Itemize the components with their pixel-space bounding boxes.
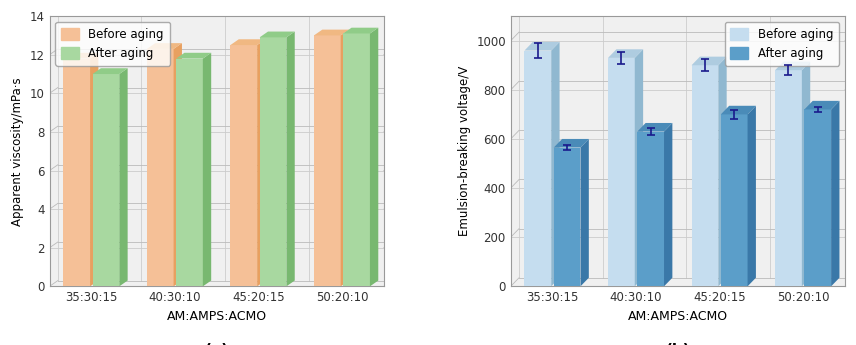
Polygon shape	[637, 123, 672, 131]
Polygon shape	[718, 57, 727, 286]
Polygon shape	[805, 101, 840, 109]
Polygon shape	[63, 59, 90, 286]
Polygon shape	[92, 68, 128, 74]
Polygon shape	[147, 49, 174, 286]
Polygon shape	[314, 30, 349, 36]
Polygon shape	[721, 106, 756, 115]
Polygon shape	[370, 28, 378, 286]
Polygon shape	[554, 139, 589, 148]
Polygon shape	[119, 68, 128, 286]
Polygon shape	[176, 59, 203, 286]
Polygon shape	[805, 109, 831, 286]
X-axis label: AM:AMPS:ACMO: AM:AMPS:ACMO	[167, 310, 267, 323]
Polygon shape	[635, 49, 643, 286]
Text: (b): (b)	[665, 343, 690, 345]
Polygon shape	[608, 58, 635, 286]
Text: (a): (a)	[205, 343, 229, 345]
Polygon shape	[259, 31, 294, 37]
Polygon shape	[90, 53, 98, 286]
Polygon shape	[554, 148, 580, 286]
Polygon shape	[664, 123, 672, 286]
Legend: Before aging, After aging: Before aging, After aging	[56, 22, 169, 66]
Polygon shape	[287, 31, 294, 286]
Polygon shape	[343, 33, 370, 286]
Polygon shape	[608, 49, 643, 58]
Legend: Before aging, After aging: Before aging, After aging	[724, 22, 839, 66]
Polygon shape	[580, 139, 589, 286]
Polygon shape	[525, 50, 551, 286]
Polygon shape	[776, 61, 811, 70]
Polygon shape	[637, 131, 664, 286]
X-axis label: AM:AMPS:ACMO: AM:AMPS:ACMO	[627, 310, 728, 323]
Y-axis label: Apparent viscosity/mPa·s: Apparent viscosity/mPa·s	[11, 77, 24, 226]
Polygon shape	[721, 115, 747, 286]
Polygon shape	[203, 53, 211, 286]
Polygon shape	[341, 30, 349, 286]
Polygon shape	[343, 28, 378, 33]
Polygon shape	[63, 53, 98, 59]
Polygon shape	[747, 106, 756, 286]
Polygon shape	[147, 43, 182, 49]
Y-axis label: Emulsion-breaking voltage/V: Emulsion-breaking voltage/V	[458, 66, 471, 236]
Polygon shape	[230, 45, 257, 286]
Polygon shape	[831, 101, 840, 286]
Polygon shape	[525, 42, 560, 50]
Polygon shape	[174, 43, 182, 286]
Polygon shape	[176, 53, 211, 59]
Polygon shape	[692, 57, 727, 65]
Polygon shape	[230, 39, 265, 45]
Polygon shape	[692, 65, 718, 286]
Polygon shape	[92, 74, 119, 286]
Polygon shape	[257, 39, 265, 286]
Polygon shape	[802, 61, 811, 286]
Polygon shape	[259, 37, 287, 286]
Polygon shape	[551, 42, 560, 286]
Polygon shape	[776, 70, 802, 286]
Polygon shape	[314, 36, 341, 286]
